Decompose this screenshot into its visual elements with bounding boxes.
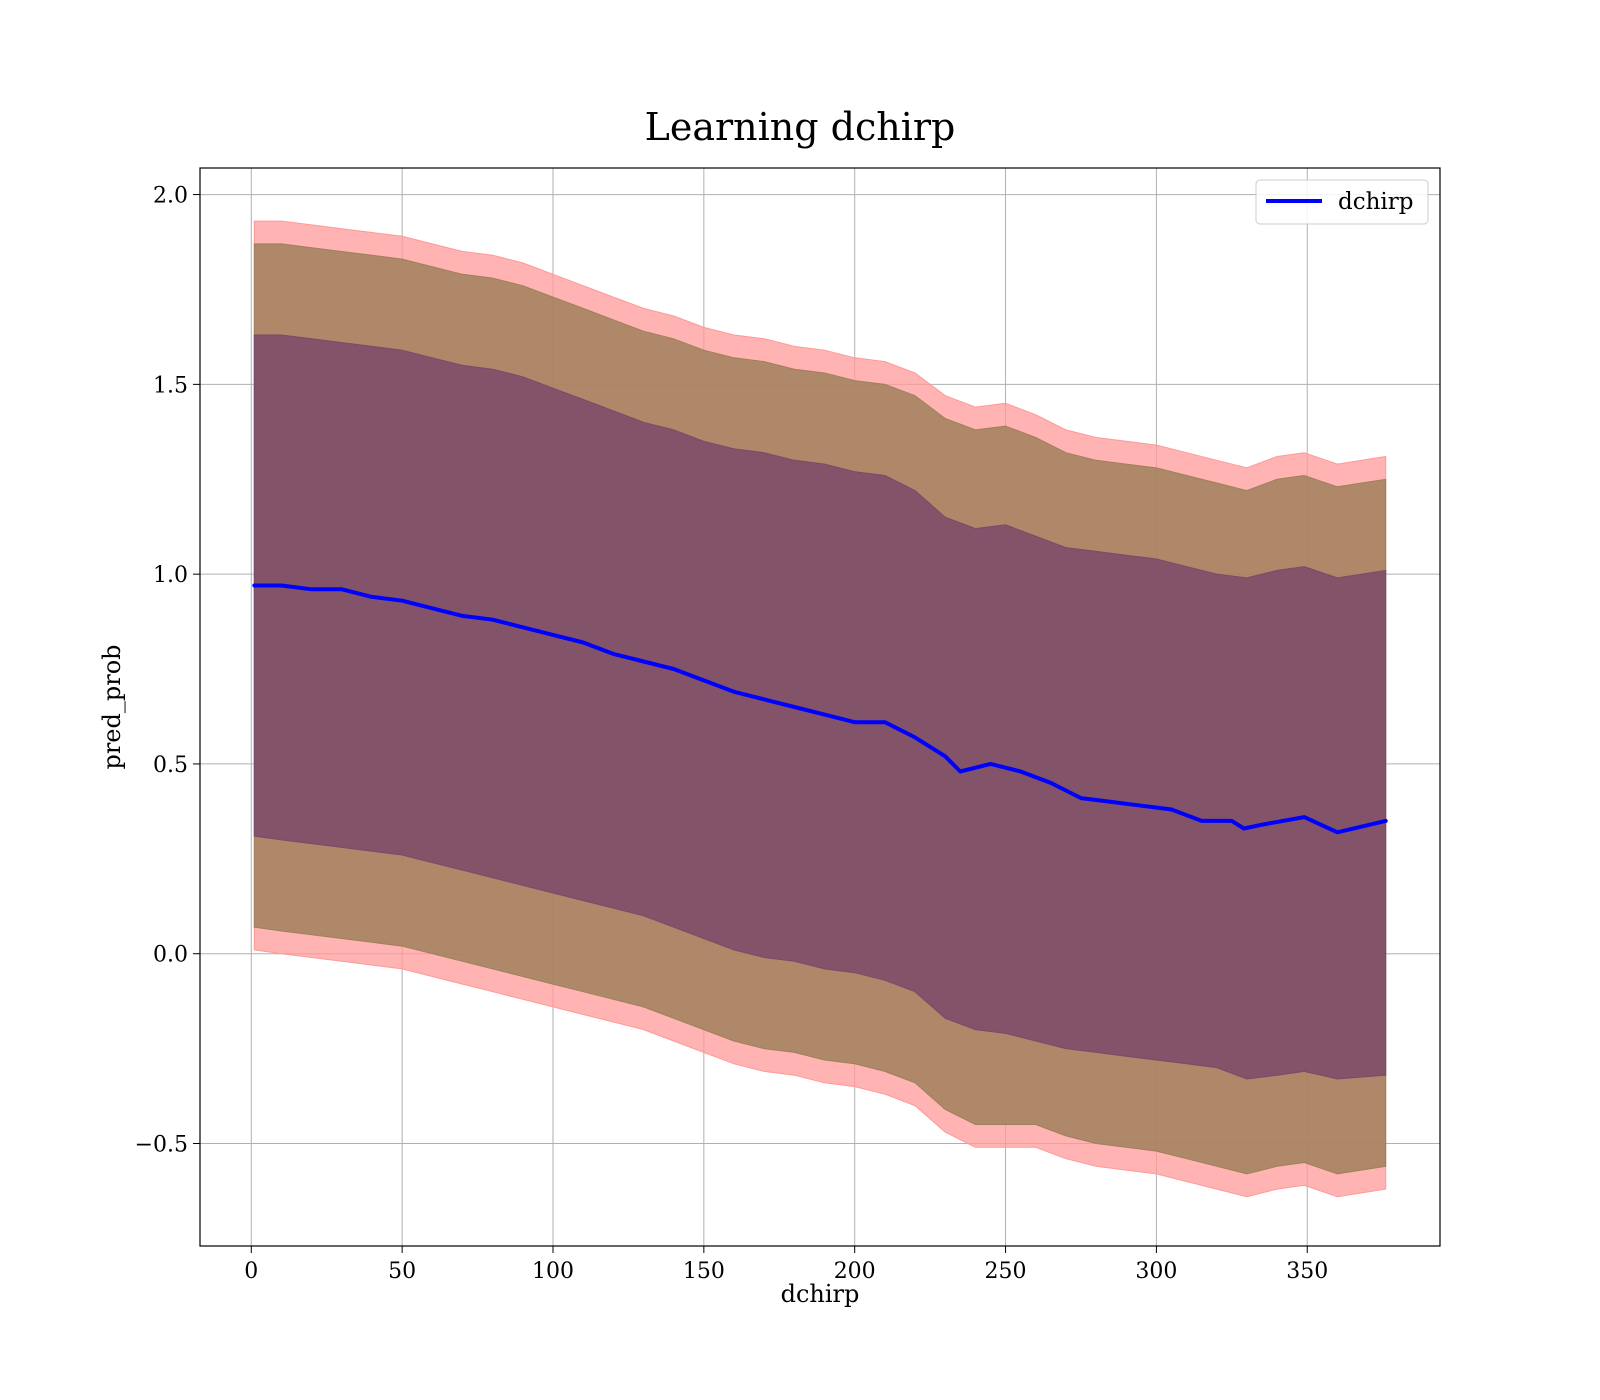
legend-label-dchirp: dchirp: [1338, 189, 1414, 215]
y-tick-label: 1.5: [153, 373, 188, 398]
chart-title: Learning dchirp: [645, 105, 956, 149]
axis-ticks: 0 50 100 150 200 250 300 350 −0.5 0.0 0.5 1.0 1.5 2.0: [135, 184, 1329, 1284]
x-tick-label: 250: [985, 1259, 1027, 1284]
series-line-dchirp: [252, 583, 1388, 835]
y-tick-label: 0.5: [153, 753, 188, 778]
x-tick-label: 0: [244, 1259, 258, 1284]
x-tick-label: 300: [1135, 1259, 1177, 1284]
x-tick-label: 50: [388, 1259, 416, 1284]
plot-frame: [199, 167, 1441, 1247]
y-tick-label: 1.0: [153, 563, 188, 588]
y-tick-label: 0.0: [153, 943, 188, 968]
y-tick-label: 2.0: [153, 184, 188, 209]
x-tick-label: 350: [1286, 1259, 1328, 1284]
legend: dchirp: [1255, 179, 1429, 225]
confidence-bands: [253, 220, 1387, 1198]
series-lines: [252, 583, 1388, 835]
legend-box: [1255, 179, 1429, 225]
x-tick-label: 150: [683, 1259, 725, 1284]
x-axis-label: dchirp: [781, 1280, 860, 1308]
y-tick-label: −0.5: [135, 1133, 188, 1158]
x-tick-label: 200: [834, 1259, 876, 1284]
x-tick-label: 100: [532, 1259, 574, 1284]
confidence-band-2: [253, 334, 1387, 1080]
y-axis-label: pred_prob: [98, 644, 126, 769]
